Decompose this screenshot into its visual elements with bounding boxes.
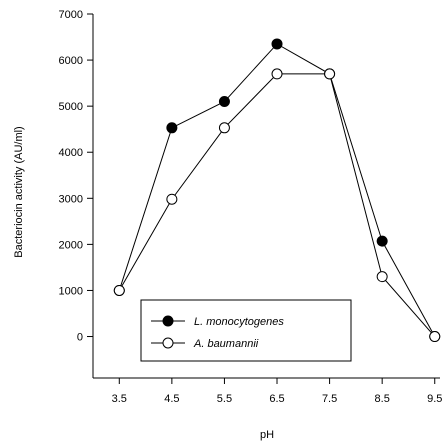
y-tick-label: 7000 [59, 9, 83, 21]
y-tick-label: 1000 [59, 285, 83, 297]
data-point-a-baumannii [429, 331, 441, 343]
legend-marker-filled-icon [162, 315, 174, 327]
y-axis: 0 1000 2000 3000 4000 5000 6000 7000 [59, 9, 93, 344]
x-tick-label: 9.5 [427, 393, 442, 405]
y-tick-label: 3000 [59, 193, 83, 205]
y-tick-label: 0 [77, 332, 83, 344]
data-point-l-monocytogenes [218, 96, 230, 108]
data-point-l-monocytogenes [271, 38, 283, 50]
series-a-baumannii [118, 73, 436, 337]
x-tick-label: 8.5 [375, 393, 390, 405]
series-points-l-monocytogenes [113, 38, 441, 343]
x-tick-label: 3.5 [112, 393, 127, 405]
data-point-a-baumannii [218, 122, 230, 134]
data-point-l-monocytogenes [166, 122, 178, 134]
legend-item-a-baumannii: A. baumannii [151, 337, 259, 350]
y-tick-label: 4000 [59, 147, 83, 159]
legend-label-l-monocytogenes: L. monocytogenes [194, 316, 284, 328]
legend-box [140, 299, 352, 362]
y-axis-label: Bacteriocin activity (AU/ml) [13, 126, 25, 257]
legend: L. monocytogenes A. baumannii [140, 299, 352, 362]
legend-marker-open-icon [162, 337, 174, 349]
data-point-a-baumannii [113, 284, 125, 296]
x-axis-label: pH [260, 429, 274, 441]
series-points-a-baumannii [113, 68, 441, 343]
data-point-a-baumannii [166, 193, 178, 205]
series-layer [113, 38, 441, 343]
y-tick-label: 5000 [59, 101, 83, 113]
legend-label-a-baumannii: A. baumannii [193, 338, 259, 350]
data-point-a-baumannii [271, 68, 283, 80]
y-tick-label: 6000 [59, 55, 83, 67]
x-axis: 3.5 4.5 5.5 6.5 7.5 8.5 9.5 [112, 378, 442, 405]
x-tick-label: 7.5 [322, 393, 337, 405]
data-point-a-baumannii [324, 68, 336, 80]
legend-item-l-monocytogenes: L. monocytogenes [151, 315, 284, 328]
series-line-l-monocytogenes [118, 43, 436, 337]
data-point-a-baumannii [376, 271, 388, 283]
x-tick-label: 4.5 [164, 393, 179, 405]
series-l-monocytogenes [118, 43, 436, 337]
x-tick-label: 6.5 [269, 393, 284, 405]
series-line-a-baumannii [118, 73, 436, 337]
x-tick-label: 5.5 [217, 393, 232, 405]
data-point-l-monocytogenes [376, 235, 388, 247]
y-tick-label: 2000 [59, 239, 83, 251]
